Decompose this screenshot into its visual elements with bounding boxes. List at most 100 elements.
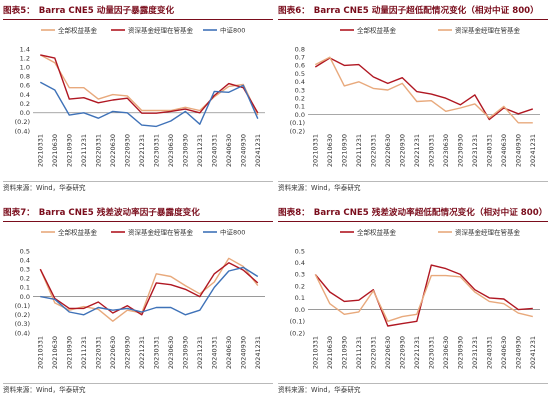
x-tick-label: 20220930	[399, 134, 407, 167]
legend-label: 全部权益基金	[357, 227, 397, 236]
series-line	[314, 57, 534, 121]
y-tick-label: (0.1)	[290, 318, 305, 326]
x-tick-label: 20240930	[240, 336, 248, 369]
x-tick-label: 20230630	[442, 134, 450, 167]
y-tick-label: (0.1)	[290, 119, 305, 127]
x-tick-label: 20211231	[80, 336, 88, 369]
legend-label: 全部权益基金	[58, 25, 98, 34]
x-tick-label: 20221231	[413, 134, 421, 167]
figure-8-label: 图表8：	[278, 208, 310, 218]
y-tick-label: 0.3	[295, 271, 305, 279]
y-tick-label: 0.5	[295, 70, 305, 78]
y-tick-label: 0.2	[295, 95, 305, 103]
legend-label: 中证800	[220, 227, 245, 236]
y-tick-label: 0.1	[20, 284, 30, 292]
legend-label: 资深基金经理在管基金	[128, 227, 194, 236]
figure-5-chart: (0.4)(0.2)0.00.20.40.60.81.0 1.21.4 202103…	[15, 25, 265, 167]
y-tick-label: 0.1	[295, 294, 305, 302]
series-line	[314, 274, 533, 323]
y-tick-label: 0.8	[295, 45, 305, 53]
figure-8-chart: (0.2) (0.1) 0.0 0.1 0.2 0.3 0.4 0.5 20210331 2021…	[290, 227, 540, 369]
x-tick-label: 20210930	[66, 336, 74, 369]
y-tick-label: 0.2	[20, 100, 30, 108]
y-tick-label: (0.4)	[15, 329, 30, 337]
figure-5-panel: 图表5： Barra CNE5 动量因子暴露度变化 (0.4) (0.2) 0.0 0.…	[3, 3, 273, 199]
figure-7-chart: (0.4)(0.3)(0.2)(0.1)0.00.10.20.3 0.40.5 20…	[15, 227, 265, 369]
series-line	[39, 81, 259, 128]
x-tick-label: 20221231	[138, 134, 146, 167]
x-tick-label: 20231231	[471, 336, 479, 369]
y-tick-label: 0.3	[20, 266, 30, 274]
x-tick-label: 20241231	[529, 134, 537, 167]
legend-label: 全部权益基金	[357, 25, 397, 34]
y-tick-label: (0.1)	[15, 302, 30, 310]
y-tick-label: 0.2	[295, 282, 305, 290]
x-tick-label: 20231231	[196, 336, 204, 369]
x-tick-label: 20210331	[37, 134, 45, 167]
y-tick-label: 0.7	[295, 54, 305, 62]
y-tick-label: 0.8	[20, 73, 30, 81]
figure-7-source-note: 资料来源：Wind，华泰研究	[3, 383, 273, 398]
y-tick-label: (0.2)	[15, 311, 30, 319]
x-tick-label: 20231231	[196, 134, 204, 167]
x-tick-label: 20220331	[370, 134, 378, 167]
x-tick-label: 20240630	[500, 336, 508, 369]
figure-8-title: Barra CNE5 残差波动率超低配情况变化（相对中证 800）	[313, 208, 548, 218]
y-tick-label: 0.4	[295, 259, 305, 267]
x-tick-label: 20240331	[486, 336, 494, 369]
x-tick-label: 20230930	[182, 336, 190, 369]
y-tick-label: 0.5	[20, 247, 30, 255]
x-tick-label: 20220930	[124, 336, 132, 369]
legend-label: 资深基金经理在管基金	[128, 25, 194, 34]
x-tick-label: 20230630	[167, 134, 175, 167]
series-line	[39, 257, 259, 322]
y-tick-label: (0.3)	[15, 320, 30, 328]
x-tick-label: 20220630	[384, 336, 392, 369]
figure-6-chart: (0.2)(0.1)0.00.10.20.30.40.50.60.70.8 202…	[290, 25, 540, 167]
x-tick-label: 20210331	[312, 336, 320, 369]
y-tick-label: 1.0	[20, 64, 30, 72]
x-tick-label: 20210630	[326, 336, 334, 369]
figure-5-label: 图表5：	[3, 6, 35, 16]
x-tick-label: 20220630	[109, 336, 117, 369]
x-tick-label: 20240930	[515, 134, 523, 167]
x-tick-label: 20230331	[153, 336, 161, 369]
x-tick-label: 20230331	[428, 134, 436, 167]
figure-7-title-row: 图表7： Barra CNE5 残差波动率因子暴露度变化	[3, 205, 273, 222]
y-tick-label: 0.0	[20, 293, 30, 301]
x-tick-label: 20240630	[225, 336, 233, 369]
x-tick-label: 20220331	[370, 336, 378, 369]
x-tick-label: 20210331	[37, 336, 45, 369]
x-tick-label: 20210930	[66, 134, 74, 167]
y-tick-label: 0.3	[295, 86, 305, 94]
y-tick-label: 0.6	[295, 62, 305, 70]
x-tick-label: 20220331	[95, 134, 103, 167]
x-tick-label: 20231231	[471, 134, 479, 167]
x-tick-label: 20230930	[457, 134, 465, 167]
x-tick-label: 20241231	[529, 336, 537, 369]
legend-label: 中证800	[220, 25, 245, 34]
y-tick-label: 0.4	[295, 78, 305, 86]
x-tick-label: 20240630	[225, 134, 233, 167]
x-tick-label: 20210930	[341, 336, 349, 369]
figure-8-source-note: 资料来源：Wind，华泰研究	[278, 383, 548, 398]
figure-7-title: Barra CNE5 残差波动率因子暴露度变化	[38, 208, 200, 218]
figure-5-title: Barra CNE5 动量因子暴露度变化	[38, 6, 175, 16]
y-tick-label: 0.6	[20, 82, 30, 90]
x-tick-label: 20230331	[153, 134, 161, 167]
figure-5-source-note: 资料来源：Wind，华泰研究	[3, 181, 273, 196]
x-tick-label: 20210331	[312, 134, 320, 167]
y-tick-label: 0.0	[295, 111, 305, 119]
y-tick-label: 1.2	[20, 54, 30, 62]
x-tick-label: 20220930	[124, 134, 132, 167]
x-tick-label: 20211231	[355, 134, 363, 167]
figure-6-title-row: 图表6： Barra CNE5 动量因子超低配情况变化（相对中证 800）	[278, 3, 548, 20]
x-tick-label: 20210630	[51, 134, 59, 167]
figure-5-title-row: 图表5： Barra CNE5 动量因子暴露度变化	[3, 3, 273, 20]
series-line	[40, 54, 259, 114]
x-tick-label: 20220930	[399, 336, 407, 369]
figure-6-title: Barra CNE5 动量因子超低配情况变化（相对中证 800）	[313, 6, 539, 16]
y-tick-label: (0.2)	[290, 329, 305, 337]
y-tick-label: 0.2	[20, 275, 30, 283]
figure-6-label: 图表6：	[278, 6, 310, 16]
